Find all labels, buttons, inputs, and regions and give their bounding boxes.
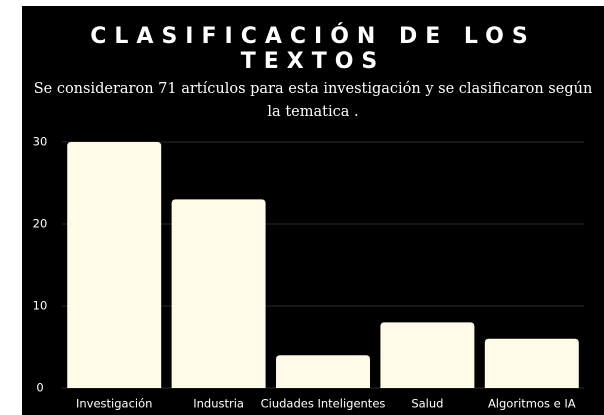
chart-subtitle: Se consideraron 71 artículos para esta i… xyxy=(33,81,593,120)
bar xyxy=(171,199,266,388)
chart-title: CLASIFICACIÓN DE LOS TEXTOS xyxy=(90,24,536,74)
bar xyxy=(484,338,579,388)
x-tick-label: Salud xyxy=(411,397,443,411)
y-tick-label: 0 xyxy=(36,381,43,395)
y-tick-label: 20 xyxy=(33,217,48,231)
bar xyxy=(380,322,475,388)
x-tick-label: Industria xyxy=(193,397,244,411)
y-tick-label: 10 xyxy=(33,299,48,313)
bar xyxy=(276,355,370,388)
bar xyxy=(67,142,162,388)
x-tick-label: Investigación xyxy=(76,397,152,411)
x-tick-label: Algoritmos e IA xyxy=(488,397,576,411)
x-tick-label: Ciudades Inteligentes xyxy=(261,397,386,411)
y-tick-label: 30 xyxy=(33,135,48,149)
